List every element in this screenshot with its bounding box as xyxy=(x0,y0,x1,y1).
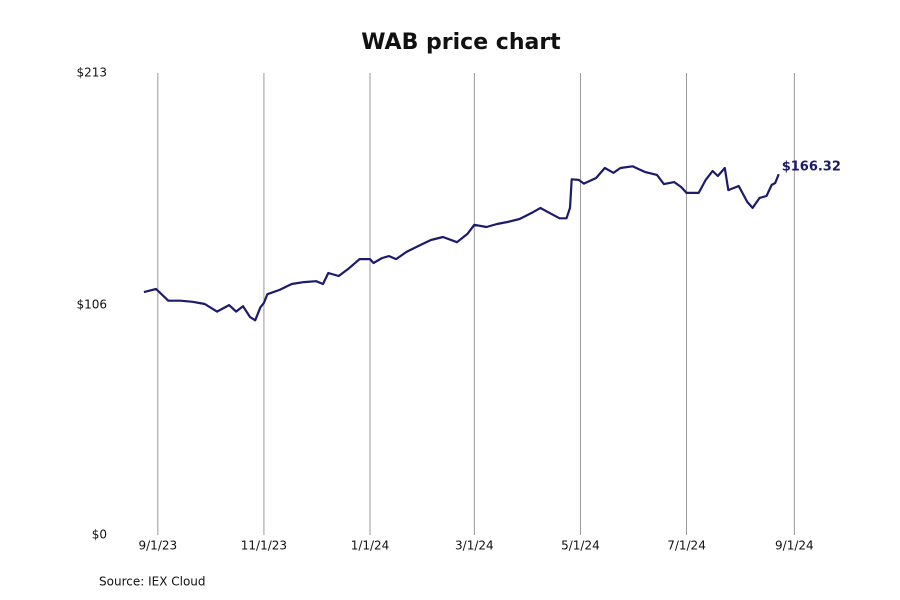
chart-title: WAB price chart xyxy=(361,30,561,55)
x-tick-label: 5/1/24 xyxy=(561,539,600,553)
x-tick-label: 7/1/24 xyxy=(667,539,706,553)
y-tick-label: $106 xyxy=(76,298,107,312)
x-tick-label: 1/1/24 xyxy=(351,539,390,553)
x-tick-label: 9/1/24 xyxy=(775,539,814,553)
x-tick-label: 9/1/23 xyxy=(139,539,178,553)
x-tick-label: 3/1/24 xyxy=(455,539,494,553)
price-line xyxy=(143,165,780,322)
x-tick-label: 11/1/23 xyxy=(241,539,287,553)
y-tick-label: $0 xyxy=(92,528,107,542)
y-tick-label: $213 xyxy=(76,66,107,80)
value-label: $166.32 xyxy=(782,160,841,175)
source-note: Source: IEX Cloud xyxy=(99,575,206,589)
